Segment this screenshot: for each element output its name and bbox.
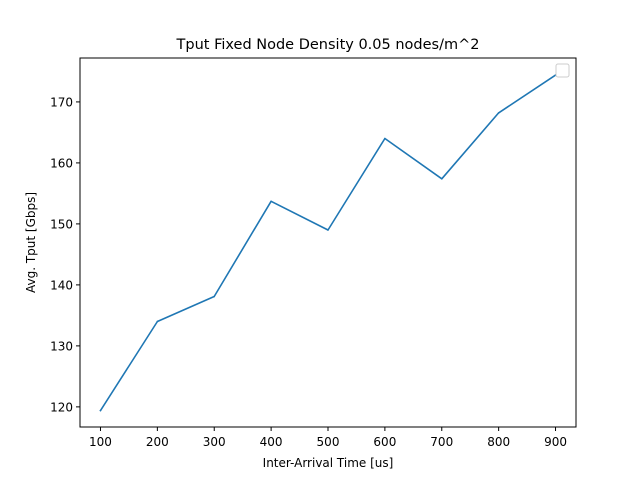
y-tick-label: 120 xyxy=(50,400,73,414)
x-tick-label: 200 xyxy=(146,435,169,449)
data-point xyxy=(270,200,272,203)
data-point xyxy=(440,177,443,180)
x-axis-label: Inter-Arrival Time [us] xyxy=(263,456,394,470)
legend xyxy=(555,63,570,78)
y-tick-label: 150 xyxy=(50,217,73,231)
y-axis-label: Avg. Tput [Gbps] xyxy=(24,192,38,293)
chart-title: Tput Fixed Node Density 0.05 nodes/m^2 xyxy=(176,37,480,53)
data-point xyxy=(156,320,159,323)
data-point xyxy=(213,295,216,298)
x-tick-label: 500 xyxy=(317,435,340,449)
x-tick-label: 600 xyxy=(373,435,396,449)
y-tick-label: 170 xyxy=(50,95,73,109)
data-point xyxy=(327,229,329,231)
plot-area: 100 200 300 400 500 600 700 800 900 120 130 140 150… xyxy=(50,57,577,449)
x-tick-label: 300 xyxy=(203,435,226,449)
data-point xyxy=(497,112,500,114)
x-tick-label: 800 xyxy=(487,435,510,449)
y-tick-label: 160 xyxy=(50,156,73,170)
series-line xyxy=(99,73,557,412)
x-axis: 100 200 300 400 500 600 700 800 900 xyxy=(89,427,567,449)
x-tick-label: 400 xyxy=(260,435,283,449)
data-point xyxy=(384,137,386,140)
legend-box xyxy=(555,63,570,78)
y-axis: 120 130 140 150 160 170 xyxy=(50,95,80,414)
x-tick-label: 900 xyxy=(544,435,567,449)
series-layer xyxy=(99,73,557,412)
data-point xyxy=(99,409,102,412)
x-tick-label: 100 xyxy=(89,435,112,449)
y-tick-label: 140 xyxy=(50,278,73,292)
plot-frame xyxy=(79,57,577,428)
x-tick-label: 700 xyxy=(430,435,453,449)
y-tick-label: 130 xyxy=(50,339,73,353)
